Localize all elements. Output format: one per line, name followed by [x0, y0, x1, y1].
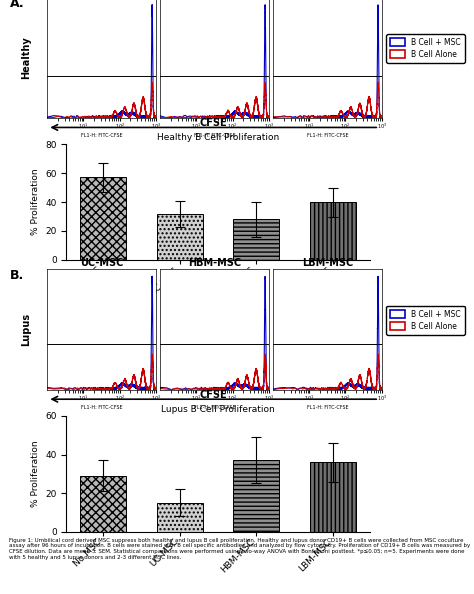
Text: CFSE: CFSE	[200, 390, 227, 400]
Y-axis label: % Proliferation: % Proliferation	[31, 169, 40, 235]
Bar	[233, 460, 279, 532]
Bar	[157, 503, 203, 532]
Bar	[157, 214, 203, 260]
X-axis label: FL1-H: FITC-CFSE: FL1-H: FITC-CFSE	[307, 133, 348, 138]
Text: Healthy: Healthy	[21, 36, 31, 79]
X-axis label: FL1-H: FITC-CFSE: FL1-H: FITC-CFSE	[194, 405, 235, 409]
Bar	[80, 178, 126, 260]
Text: Lupus B Cell Proliferation: Lupus B Cell Proliferation	[161, 405, 275, 414]
Title: HBM-MSC: HBM-MSC	[188, 258, 241, 268]
Bar	[310, 202, 356, 260]
Bar	[310, 462, 356, 532]
Legend: B Cell + MSC, B Cell Alone: B Cell + MSC, B Cell Alone	[386, 34, 465, 63]
X-axis label: FL1-H: FITC-CFSE: FL1-H: FITC-CFSE	[81, 405, 122, 409]
X-axis label: FL1-H: FITC-CFSE: FL1-H: FITC-CFSE	[307, 405, 348, 409]
Text: B.: B.	[9, 268, 24, 282]
Y-axis label: % Proliferation: % Proliferation	[31, 441, 40, 507]
Title: UC-MSC: UC-MSC	[80, 258, 123, 268]
Bar	[80, 476, 126, 532]
Text: CFSE: CFSE	[200, 118, 227, 128]
X-axis label: FL1-H: FITC-CFSE: FL1-H: FITC-CFSE	[81, 133, 122, 138]
Legend: B Cell + MSC, B Cell Alone: B Cell + MSC, B Cell Alone	[386, 306, 465, 334]
Text: Healthy B Cell Proliferation: Healthy B Cell Proliferation	[157, 134, 279, 143]
Text: Lupus: Lupus	[21, 312, 31, 346]
Text: A.: A.	[9, 0, 24, 10]
Bar	[233, 219, 279, 260]
Title: LBM-MSC: LBM-MSC	[302, 258, 353, 268]
X-axis label: FL1-H: FITC-CFSE: FL1-H: FITC-CFSE	[194, 133, 235, 138]
Text: Figure 1: Umbilical cord derived MSC suppress both healthy and lupus B cell prol: Figure 1: Umbilical cord derived MSC sup…	[9, 538, 471, 560]
